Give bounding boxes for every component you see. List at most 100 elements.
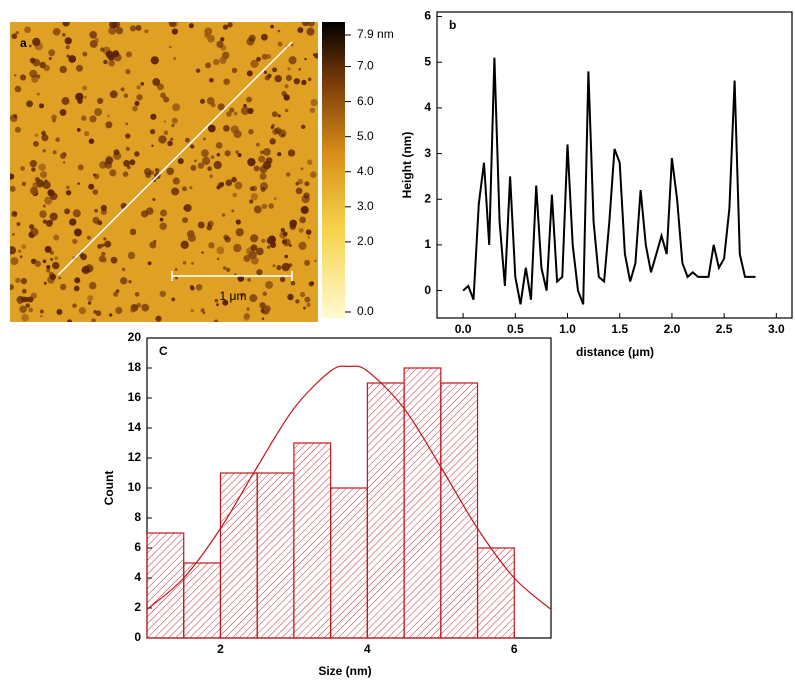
afm-particle xyxy=(217,103,225,111)
afm-particle xyxy=(280,227,286,233)
afm-particle xyxy=(77,182,80,185)
afm-particle xyxy=(231,209,235,213)
afm-particle xyxy=(307,235,310,239)
afm-particle xyxy=(89,30,98,39)
x-axis-label: distance (μm) xyxy=(576,345,654,359)
afm-particle xyxy=(270,24,274,29)
afm-particle xyxy=(31,167,36,172)
afm-particle xyxy=(300,205,309,215)
afm-particle xyxy=(125,133,131,139)
afm-particles xyxy=(10,22,318,322)
afm-particle xyxy=(247,277,251,282)
afm-particle xyxy=(85,264,94,273)
afm-particle xyxy=(279,276,286,283)
profile-curve xyxy=(462,57,756,305)
afm-particle xyxy=(39,210,47,218)
afm-particle xyxy=(94,108,103,117)
afm-particle xyxy=(50,192,58,201)
afm-particle xyxy=(235,150,239,154)
afm-particle xyxy=(297,27,304,33)
afm-particle xyxy=(207,34,215,43)
afm-particle xyxy=(265,281,274,289)
afm-particle xyxy=(20,296,28,303)
afm-particle xyxy=(182,261,187,265)
afm-particle xyxy=(224,150,231,157)
afm-particle xyxy=(216,40,224,48)
afm-particle xyxy=(234,273,237,276)
afm-particle xyxy=(163,130,169,136)
afm-particle xyxy=(259,172,267,180)
afm-particle xyxy=(284,108,289,113)
afm-particle xyxy=(105,156,114,165)
afm-particle xyxy=(132,105,138,112)
afm-particle xyxy=(49,250,55,255)
afm-particle xyxy=(19,74,27,81)
afm-particle xyxy=(240,292,245,298)
afm-particle xyxy=(101,251,106,256)
afm-particle xyxy=(290,280,296,286)
afm-particle xyxy=(100,47,105,52)
y-tick-label: 2 xyxy=(134,600,141,614)
afm-particle xyxy=(256,56,261,62)
afm-particle xyxy=(14,85,22,93)
y-tick-label: 8 xyxy=(134,510,141,524)
plot-frame xyxy=(436,11,793,319)
afm-particle xyxy=(295,187,303,195)
afm-particle xyxy=(151,144,154,147)
afm-particle xyxy=(171,28,179,35)
afm-particle xyxy=(159,217,164,222)
y-tick-label: 2 xyxy=(424,191,431,205)
afm-particle xyxy=(97,220,103,226)
afm-particle xyxy=(99,161,107,169)
panel-label: a xyxy=(20,36,27,50)
afm-particle xyxy=(46,264,51,270)
afm-particle xyxy=(125,122,129,126)
colorbar-tick-label: 4.0 xyxy=(357,164,374,178)
afm-particle xyxy=(237,153,242,158)
histogram-bar xyxy=(330,487,368,639)
afm-particle xyxy=(209,77,214,83)
afm-particle xyxy=(287,149,296,157)
x-tick-label: 1.0 xyxy=(559,322,576,336)
scale-bar-label: 1 μm xyxy=(220,289,247,303)
colorbar-tick-label: 3.0 xyxy=(357,199,374,213)
afm-particle xyxy=(243,103,247,108)
afm-particle xyxy=(160,209,168,217)
afm-particle xyxy=(24,26,31,34)
afm-particle xyxy=(304,259,311,266)
afm-particle xyxy=(95,310,102,317)
afm-particle xyxy=(98,255,106,263)
afm-particle xyxy=(25,303,31,308)
afm-particle xyxy=(65,45,70,50)
afm-particle xyxy=(141,303,150,312)
afm-particle xyxy=(15,277,21,284)
afm-particle xyxy=(187,233,196,242)
afm-particle xyxy=(281,262,291,272)
afm-particle xyxy=(18,249,22,253)
afm-particle xyxy=(295,299,300,304)
afm-particle xyxy=(210,102,216,108)
afm-particle xyxy=(109,169,117,177)
afm-particle xyxy=(290,43,294,47)
afm-particle xyxy=(49,212,58,221)
afm-particle xyxy=(121,267,126,272)
afm-particle xyxy=(300,124,306,130)
afm-particle xyxy=(244,312,250,319)
afm-particle xyxy=(219,181,225,187)
afm-particle xyxy=(210,155,215,160)
afm-particle xyxy=(240,106,250,115)
afm-particle xyxy=(105,121,113,129)
afm-particle xyxy=(60,153,66,159)
afm-particle xyxy=(56,308,63,315)
afm-particle xyxy=(251,185,258,192)
afm-particle xyxy=(150,113,157,120)
afm-particle xyxy=(159,222,167,230)
afm-particle xyxy=(263,305,271,313)
afm-particle xyxy=(262,148,271,156)
afm-particle xyxy=(97,244,102,249)
afm-particle xyxy=(73,285,80,292)
afm-particle xyxy=(140,81,145,86)
afm-particle xyxy=(29,57,36,64)
afm-particle xyxy=(171,117,178,124)
afm-particle xyxy=(285,172,291,177)
